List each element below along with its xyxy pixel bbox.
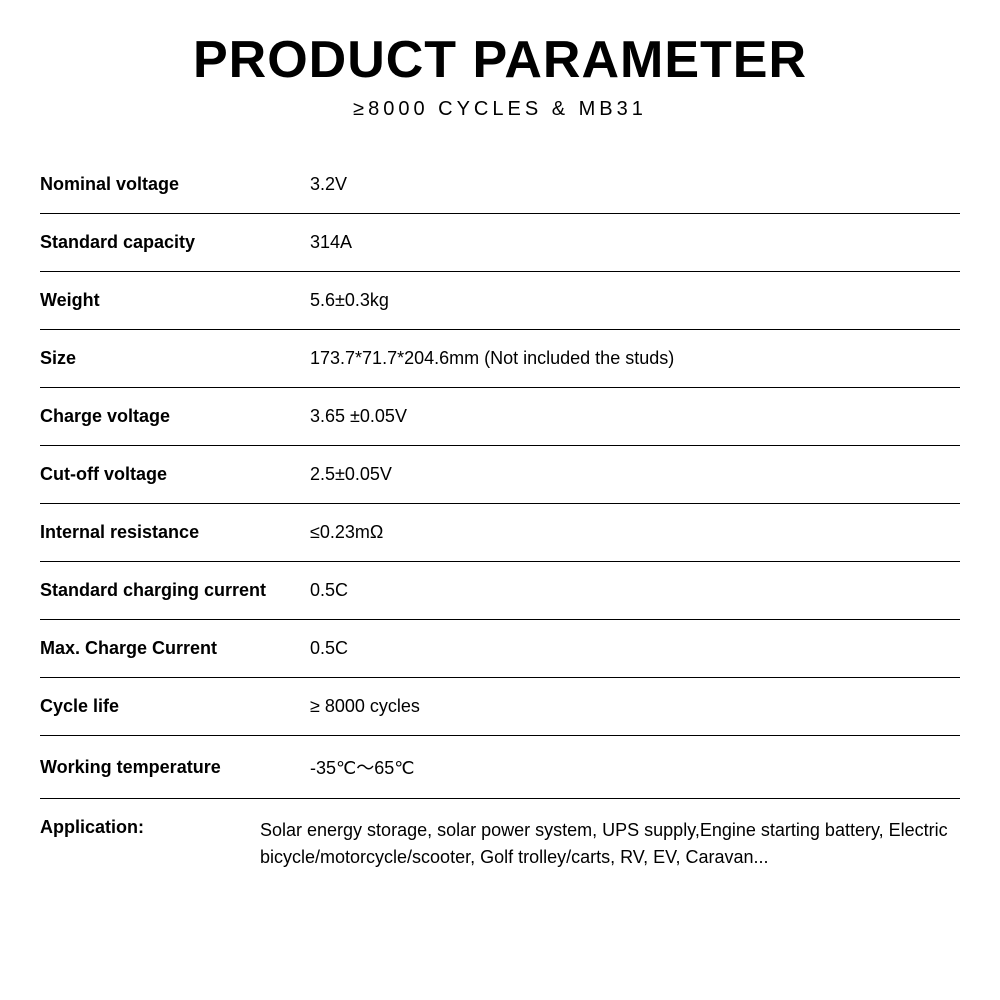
table-row: Charge voltage 3.65 ±0.05V	[40, 388, 960, 446]
table-row: Working temperature -35℃～65℃	[40, 736, 960, 799]
spec-label: Cycle life	[40, 696, 310, 717]
spec-value: 0.5C	[310, 638, 348, 659]
spec-value: 3.65 ±0.05V	[310, 406, 407, 427]
table-row: Max. Charge Current 0.5C	[40, 620, 960, 678]
spec-value: 0.5C	[310, 580, 348, 601]
table-row: Standard capacity 314A	[40, 214, 960, 272]
spec-value: 2.5±0.05V	[310, 464, 392, 485]
spec-table: Nominal voltage 3.2V Standard capacity 3…	[40, 156, 960, 889]
spec-label: Standard charging current	[40, 580, 310, 601]
table-row: Weight 5.6±0.3kg	[40, 272, 960, 330]
table-row: Internal resistance ≤0.23mΩ	[40, 504, 960, 562]
spec-label: Nominal voltage	[40, 174, 310, 195]
table-row: Cut-off voltage 2.5±0.05V	[40, 446, 960, 504]
spec-label: Standard capacity	[40, 232, 310, 253]
spec-label: Charge voltage	[40, 406, 310, 427]
spec-label: Weight	[40, 290, 310, 311]
spec-value: 314A	[310, 232, 352, 253]
spec-label: Internal resistance	[40, 522, 310, 543]
spec-label: Max. Charge Current	[40, 638, 310, 659]
spec-value: Solar energy storage, solar power system…	[260, 817, 960, 871]
spec-value: ≤0.23mΩ	[310, 522, 383, 543]
spec-value: 173.7*71.7*204.6mm (Not included the stu…	[310, 348, 674, 369]
spec-label: Cut-off voltage	[40, 464, 310, 485]
table-row: Standard charging current 0.5C	[40, 562, 960, 620]
spec-label: Size	[40, 348, 310, 369]
spec-label: Working temperature	[40, 757, 310, 778]
page-title: PRODUCT PARAMETER	[40, 30, 960, 90]
table-row: Application: Solar energy storage, solar…	[40, 799, 960, 889]
spec-value: 5.6±0.3kg	[310, 290, 389, 311]
spec-label: Application:	[40, 817, 260, 838]
table-row: Size 173.7*71.7*204.6mm (Not included th…	[40, 330, 960, 388]
spec-value: ≥ 8000 cycles	[310, 696, 420, 717]
spec-value: -35℃～65℃	[310, 754, 414, 780]
spec-value: 3.2V	[310, 174, 347, 195]
page-subtitle: ≥8000 CYCLES & MB31	[40, 98, 960, 121]
table-row: Nominal voltage 3.2V	[40, 156, 960, 214]
table-row: Cycle life ≥ 8000 cycles	[40, 678, 960, 736]
